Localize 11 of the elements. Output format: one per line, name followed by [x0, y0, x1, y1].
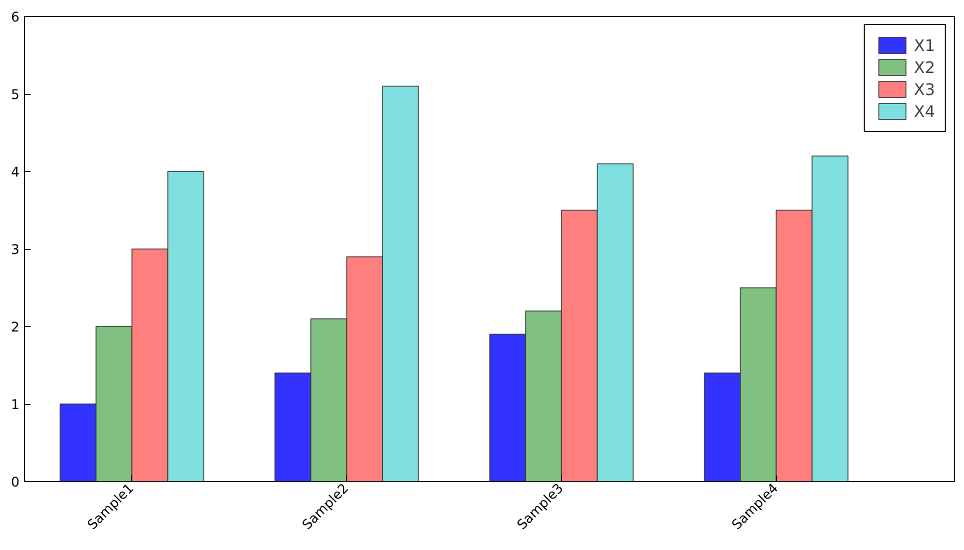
y-tick-label: 2: [11, 320, 20, 336]
y-tick-label: 3: [11, 243, 20, 258]
y-tick-label: 4: [11, 166, 20, 180]
legend-label: X4: [914, 102, 935, 120]
y-tick-label: 6: [11, 10, 20, 26]
legend-label: X3: [914, 80, 935, 98]
legend-label: X1: [914, 36, 935, 54]
y-tick-label: 5: [11, 88, 20, 103]
y-tick-label: 0: [11, 476, 20, 490]
legend-label: X2: [914, 58, 935, 76]
y-tick-label: 1: [11, 398, 20, 413]
